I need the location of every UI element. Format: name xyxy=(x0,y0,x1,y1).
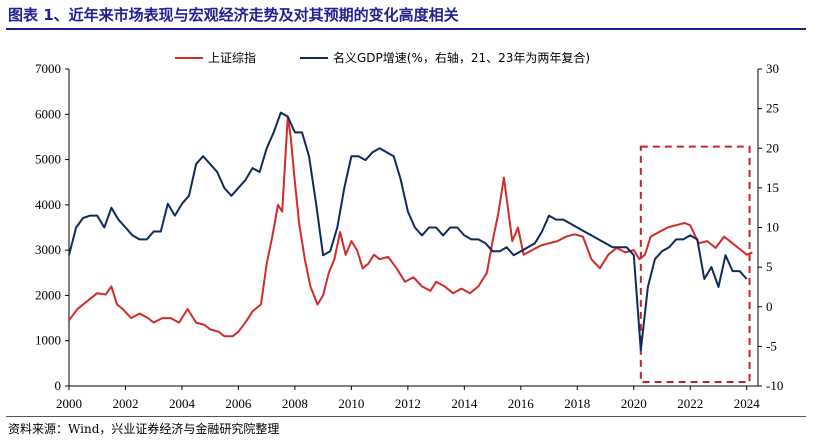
series-line-shanghai-index xyxy=(68,115,753,338)
y-left-tick-label: 0 xyxy=(55,378,62,393)
y-left-tick-label: 1000 xyxy=(35,333,61,348)
series-layer xyxy=(68,111,753,352)
x-tick-label: 2018 xyxy=(564,396,590,411)
x-tick-label: 2012 xyxy=(395,396,421,411)
x-tick-label: 2008 xyxy=(282,396,308,411)
axes-layer: 0 1000 2000 3000 4000 5000 6000 7000 -10 -5 0 5 10 15… xyxy=(35,61,783,411)
y-right-tick-label: -10 xyxy=(766,378,783,393)
y-left-tick-label: 4000 xyxy=(35,197,61,212)
y-left-tick-label: 5000 xyxy=(35,152,61,167)
source-note: 资料来源：Wind，兴业证券经济与金融研究院整理 xyxy=(8,422,280,436)
figure-title: 图表 1、近年来市场表现与宏观经济走势及对其预期的变化高度相关 xyxy=(8,6,459,24)
y-right-tick-label: 0 xyxy=(766,299,773,314)
x-tick-label: 2014 xyxy=(451,396,478,411)
y-left-tick-label: 6000 xyxy=(35,106,61,121)
y-right-tick-label: 15 xyxy=(766,180,779,195)
highlight-box xyxy=(639,145,751,384)
legend-label-gdp-growth: 名义GDP增速(%，右轴，21、23年为两年复合) xyxy=(333,50,590,65)
y-left-tick-label: 3000 xyxy=(35,242,61,257)
y-left-tick-label: 7000 xyxy=(35,61,61,76)
bottom-rule xyxy=(6,416,806,417)
y-left-tick-label: 2000 xyxy=(35,287,61,302)
x-tick-label: 2024 xyxy=(734,396,761,411)
series-line-gdp-growth xyxy=(68,111,748,352)
x-tick-label: 2010 xyxy=(338,396,364,411)
y-right-tick-label: 5 xyxy=(766,259,773,274)
y-right-tick-label: 10 xyxy=(766,220,779,235)
highlight-box-layer xyxy=(639,145,751,384)
y-right-tick-label: 30 xyxy=(766,61,779,76)
x-tick-label: 2000 xyxy=(56,396,82,411)
x-tick-label: 2004 xyxy=(169,396,196,411)
y-right-tick-label: 25 xyxy=(766,101,779,116)
y-right-tick-label: 20 xyxy=(766,140,779,155)
x-tick-label: 2020 xyxy=(621,396,647,411)
x-tick-label: 2006 xyxy=(225,396,252,411)
x-tick-label: 2002 xyxy=(112,396,138,411)
y-right-tick-label: -5 xyxy=(766,338,777,353)
legend-label-shanghai-index: 上证综指 xyxy=(208,50,256,65)
x-tick-label: 2016 xyxy=(508,396,535,411)
title-rule xyxy=(6,28,806,30)
legend: 上证综指 名义GDP增速(%，右轴，21、23年为两年复合) xyxy=(175,50,590,65)
x-tick-label: 2022 xyxy=(677,396,703,411)
